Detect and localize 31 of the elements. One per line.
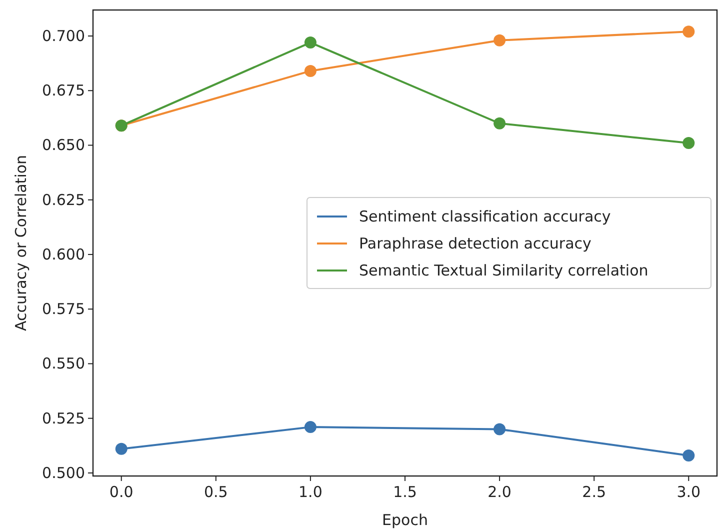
y-tick-label: 0.575 xyxy=(42,300,85,318)
point xyxy=(682,137,695,150)
point xyxy=(494,34,506,46)
x-tick-label: 1.0 xyxy=(298,483,322,501)
y-tick-label: 0.625 xyxy=(42,190,85,209)
x-axis-title: Epoch xyxy=(382,511,428,529)
point xyxy=(682,449,695,462)
x-tick-label: 0.0 xyxy=(109,483,134,501)
y-tick-label: 0.600 xyxy=(42,245,85,264)
x-tick-label: 1.5 xyxy=(393,483,417,501)
legend-label: Sentiment classification accuracy xyxy=(359,208,611,226)
y-tick-label: 0.675 xyxy=(42,82,85,100)
x-tick-label: 0.5 xyxy=(204,483,228,501)
y-axis-title: Accuracy or Correlation xyxy=(12,154,30,332)
point xyxy=(494,423,506,436)
point xyxy=(304,64,316,77)
point xyxy=(494,117,506,130)
legend-label: Paraphrase detection accuracy xyxy=(359,234,592,252)
y-tick-label: 0.650 xyxy=(42,136,85,154)
x-tick-label: 3.0 xyxy=(676,483,701,501)
x-tick-label: 2.0 xyxy=(488,483,512,501)
point xyxy=(304,36,316,49)
y-tick-label: 0.500 xyxy=(42,464,85,482)
legend-label: Semantic Textual Similarity correlation xyxy=(359,262,648,280)
y-tick-label: 0.700 xyxy=(42,27,85,45)
point xyxy=(682,26,695,38)
y-tick-label: 0.525 xyxy=(42,409,85,428)
y-tick-label: 0.550 xyxy=(42,354,85,373)
point xyxy=(304,421,316,434)
x-tick-label: 2.5 xyxy=(582,483,606,501)
point xyxy=(115,442,128,455)
